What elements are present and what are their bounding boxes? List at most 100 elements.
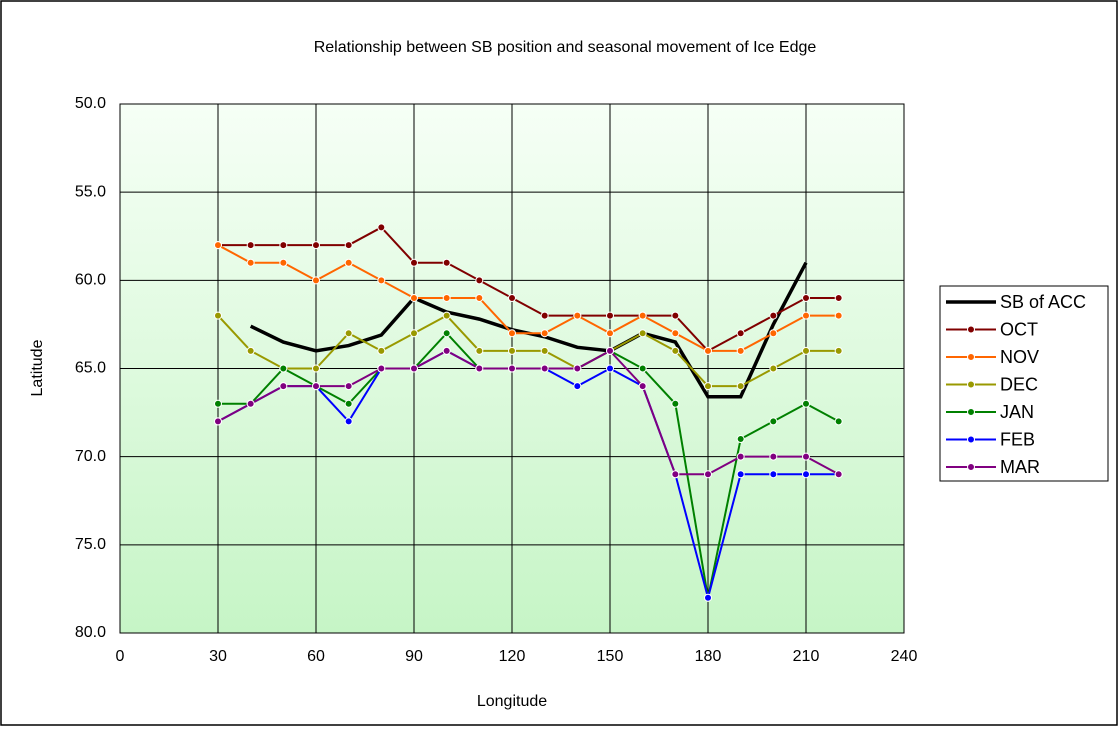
legend-label: SB of ACC [1000,292,1086,312]
point [606,329,614,338]
point [638,382,647,391]
point [214,241,222,250]
point [769,329,778,338]
point [410,329,418,338]
point [573,311,582,320]
y-tick-label: 55.0 [75,183,106,200]
legend-label: DEC [1000,374,1038,394]
point [246,346,255,355]
point [704,382,712,391]
point [246,241,255,250]
point [736,470,745,479]
point [671,346,680,355]
chart-title: Relationship between SB position and sea… [314,39,817,56]
legend-marker [967,408,975,416]
point [214,311,222,320]
point [377,364,386,373]
point [312,276,320,285]
point [508,346,516,355]
point [834,293,843,302]
series-line [217,349,840,476]
point [540,329,549,338]
point [442,346,451,355]
point [442,293,451,302]
legend-marker [967,353,975,361]
legend-label: MAR [1000,457,1040,477]
point [704,470,712,479]
legend-label: FEB [1000,429,1035,449]
point [214,417,222,426]
x-tick-label: 30 [209,648,227,665]
point [736,346,745,355]
point [410,293,418,302]
point [606,311,614,320]
point [442,311,451,320]
x-tick-label: 120 [499,648,526,665]
point [834,470,843,479]
legend-marker [967,435,975,444]
point [279,364,288,373]
y-axis-label: Latitude [29,339,46,396]
point [704,346,712,355]
y-tick-label: 65.0 [75,360,106,377]
point [508,293,516,302]
point [736,382,745,391]
point [246,258,255,267]
series-line [218,226,839,353]
x-tick-label: 240 [891,648,918,665]
point [442,258,451,267]
point [344,399,353,408]
x-tick-label: 150 [597,648,624,665]
point [344,241,353,250]
point [802,311,810,320]
x-tick-label: 0 [116,648,125,665]
point [508,364,516,373]
legend-marker [967,463,975,471]
legend-marker [967,380,975,389]
point [312,382,320,391]
point [475,276,484,285]
point [540,346,549,355]
point [671,470,680,479]
point [704,593,712,602]
point [279,382,288,391]
point [736,452,745,461]
point [344,329,353,338]
point [410,364,418,373]
x-axis-label: Longitude [477,693,547,710]
point [540,311,549,320]
point [508,329,516,338]
point [344,258,353,267]
point [344,382,353,391]
point [802,452,810,461]
x-tick-label: 90 [405,648,423,665]
legend-label: NOV [1000,347,1039,367]
point [540,364,549,373]
y-tick-label: 50.0 [75,95,106,112]
point [802,293,810,302]
point [638,329,647,338]
point [802,399,810,408]
point [769,417,778,426]
point [573,364,582,373]
point [312,241,320,250]
point [638,311,647,320]
point [377,223,386,232]
point [246,399,255,408]
point [834,346,843,355]
point [344,417,353,426]
point [736,435,745,444]
point [475,293,484,302]
point [475,346,484,355]
point [769,452,778,461]
x-tick-label: 180 [695,648,722,665]
point [802,470,810,479]
point [834,311,843,320]
point [573,382,582,391]
point [671,399,680,408]
legend-marker [967,325,975,334]
point [769,364,778,373]
legend-label: JAN [1000,402,1034,422]
point [214,399,222,408]
